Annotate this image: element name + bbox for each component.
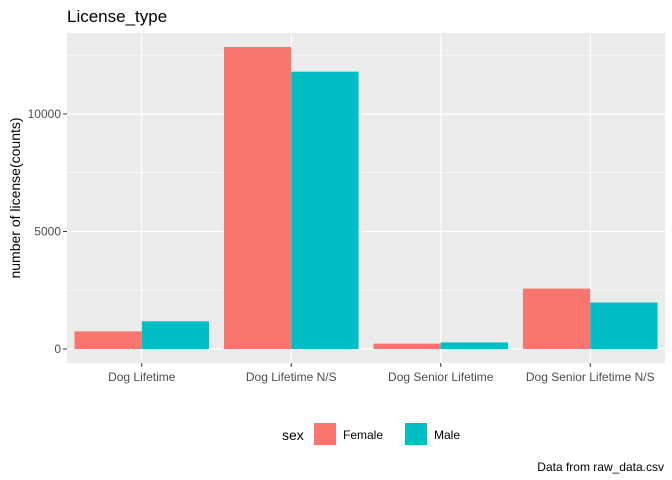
legend-title: sex: [282, 427, 304, 443]
bars: [74, 47, 658, 350]
chart-title: License_type: [67, 7, 167, 26]
bar-male-3: [440, 342, 509, 349]
legend-label-male: Male: [434, 428, 460, 442]
y-axis: 0 5000 10000: [28, 107, 67, 356]
chart-caption: Data from raw_data.csv: [537, 460, 664, 474]
legend-key-female: [314, 423, 336, 445]
bar-female-2: [223, 47, 292, 349]
legend: sex Female Male: [282, 423, 460, 445]
bar-female-4: [522, 288, 591, 349]
x-tick-label: Dog Lifetime: [108, 370, 176, 384]
y-tick-label: 5000: [34, 224, 61, 238]
legend-label-female: Female: [343, 428, 383, 442]
x-tick-label: Dog Senior Lifetime N/S: [526, 370, 655, 384]
y-axis-title: number of license(counts): [7, 117, 23, 278]
bar-female-1: [74, 331, 142, 349]
x-axis: Dog Lifetime Dog Lifetime N/S Dog Senior L…: [108, 363, 655, 384]
bar-male-4: [590, 302, 658, 349]
x-tick-label: Dog Lifetime N/S: [246, 370, 337, 384]
bar-male-2: [291, 71, 359, 350]
y-tick-label: 10000: [28, 107, 62, 121]
bar-male-1: [141, 321, 210, 349]
y-tick-label: 0: [54, 342, 61, 356]
bar-female-3: [373, 343, 441, 349]
x-tick-label: Dog Senior Lifetime: [388, 370, 494, 384]
legend-key-male: [405, 423, 427, 445]
